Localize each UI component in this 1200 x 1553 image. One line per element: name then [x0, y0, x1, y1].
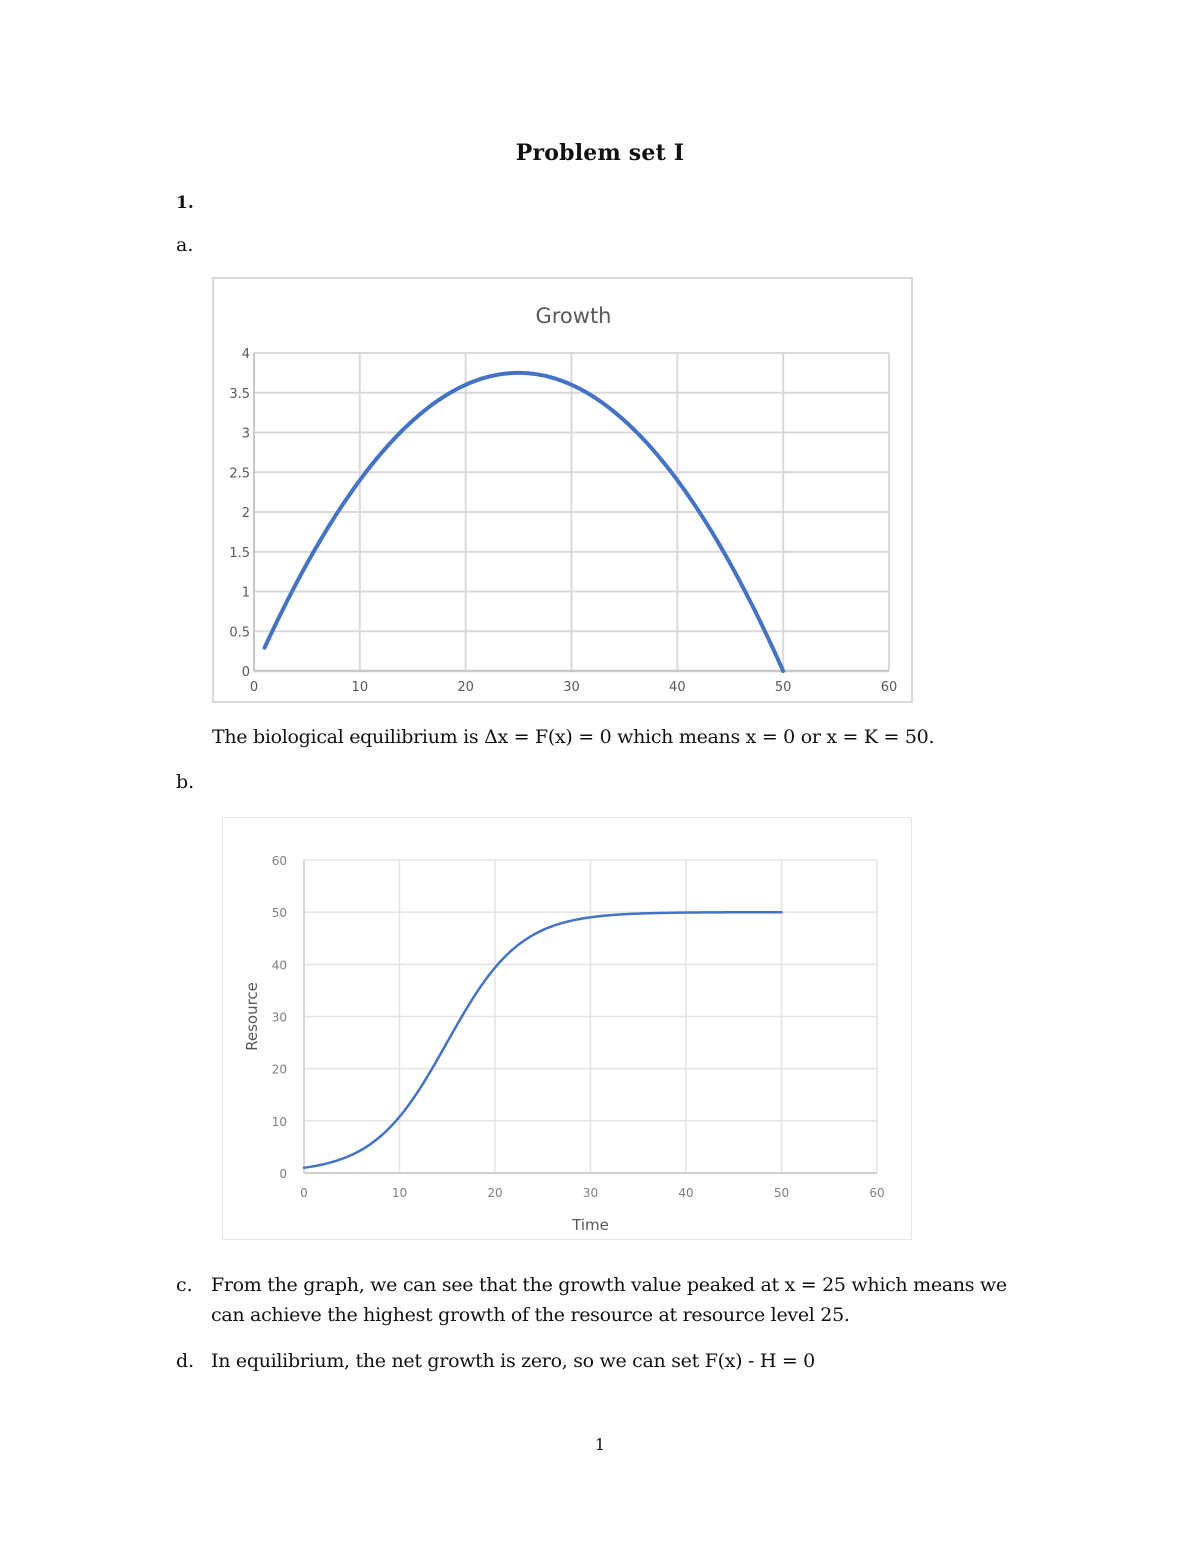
x-tick-label: 40: [669, 680, 686, 695]
x-tick-label: 20: [457, 680, 474, 695]
y-tick-label: 1.5: [229, 546, 250, 561]
x-tick-label: 60: [881, 680, 898, 695]
y-tick-label: 40: [272, 958, 287, 972]
x-tick-label: 0: [300, 1186, 308, 1200]
resource-chart-svg: 0 10 20 30 40 50 60 0 10 20 30 40 50 60 Time Resource: [243, 854, 885, 1234]
x-tick-label: 10: [352, 680, 369, 695]
part-d-label: d.: [176, 1350, 195, 1372]
part-c-line2: can achieve the highest growth of the re…: [211, 1304, 850, 1326]
x-tick-label: 40: [678, 1186, 693, 1200]
page-number: 1: [594, 1435, 606, 1454]
y-axis-title: Resource: [243, 982, 261, 1051]
y-tick-label: 0: [242, 665, 250, 680]
y-tick-label: 1: [242, 586, 250, 601]
y-tick-label: 10: [272, 1115, 287, 1129]
growth-chart: 0 10 20 30 40 50 60 0 0.5 1 1.5 2 2.5 3 3.5 4 Growth: [212, 277, 913, 703]
x-tick-label: 50: [774, 1186, 789, 1200]
x-axis-title: Time: [571, 1216, 609, 1234]
x-tick-label: 20: [487, 1186, 502, 1200]
x-tick-label: 50: [775, 680, 792, 695]
y-tick-label: 4: [242, 347, 250, 362]
x-tick-label: 30: [583, 1186, 598, 1200]
data-series-line: [262, 370, 786, 673]
x-tick-label: 10: [392, 1186, 407, 1200]
x-tick-label: 60: [869, 1186, 884, 1200]
part-a-text: The biological equilibrium is Δx = F(x) …: [212, 726, 935, 748]
question-number: 1.: [176, 193, 194, 213]
part-a-label: a.: [176, 234, 194, 256]
y-tick-label: 2: [242, 506, 250, 521]
y-tick-label: 20: [272, 1063, 287, 1077]
y-tick-label: 0.5: [229, 625, 250, 640]
y-tick-label: 60: [272, 854, 287, 868]
part-c-label: c.: [176, 1274, 193, 1296]
page-title: Problem set I: [515, 140, 685, 166]
part-d-text: In equilibrium, the net growth is zero, …: [211, 1350, 815, 1372]
y-tick-label: 2.5: [229, 466, 250, 481]
y-tick-label: 3: [242, 427, 250, 442]
chart-title: Growth: [535, 304, 611, 328]
part-b-label: b.: [176, 771, 195, 793]
x-tick-label: 0: [250, 680, 258, 695]
y-tick-label: 50: [272, 906, 287, 920]
y-tick-label: 0: [279, 1167, 287, 1181]
growth-chart-svg: 0 10 20 30 40 50 60 0 0.5 1 1.5 2 2.5 3 3.5 4 Growth: [229, 304, 898, 695]
y-tick-label: 3.5: [229, 387, 250, 402]
resource-chart: 0 10 20 30 40 50 60 0 10 20 30 40 50 60 Time Resource: [222, 817, 912, 1240]
part-c-line1: From the graph, we can see that the grow…: [211, 1274, 1007, 1296]
x-tick-label: 30: [563, 680, 580, 695]
y-tick-label: 30: [272, 1011, 287, 1025]
data-series-line: [302, 910, 783, 1170]
